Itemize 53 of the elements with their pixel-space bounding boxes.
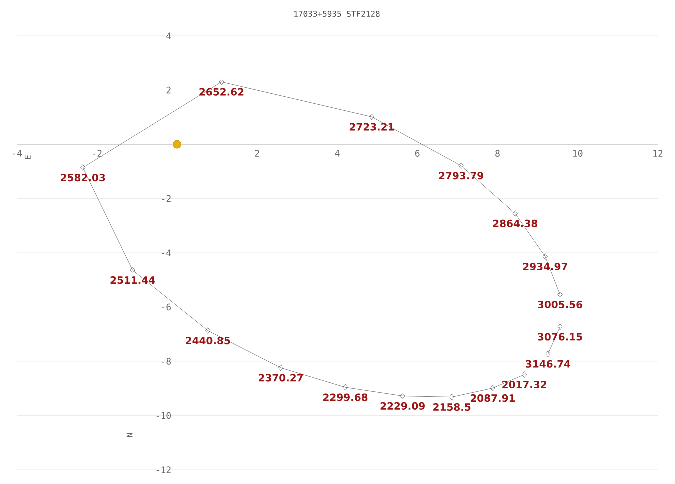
annotation: 2723.21 [350,123,394,131]
x-tick-label: -2 [93,150,102,157]
annotation: 2440.85 [186,337,230,345]
x-tick-label: 6 [415,150,420,157]
annotation: 2370.27 [259,374,304,382]
y-tick-label: -12 [156,466,171,474]
annotation: 2299.68 [324,394,368,402]
annotation: 2582.03 [61,174,106,182]
y-tick-label: -6 [162,304,171,311]
x-tick-label: 2 [255,150,260,157]
annotation: 2652.62 [200,88,244,96]
point [558,292,563,298]
point [512,210,518,217]
y-tick-label: -4 [162,250,172,256]
annotation: 2864.38 [493,220,538,228]
y-tick-label: -8 [162,358,172,365]
annotation: 2017.32 [502,380,546,389]
point [173,140,182,149]
x-tick-label: 4 [335,150,340,157]
point [546,350,551,358]
annotation: 3076.15 [538,333,582,341]
annotation: 2229.09 [380,402,425,410]
x-tick-label: 12 [654,150,663,157]
x-tick-label: -4 [13,150,22,157]
point [450,394,455,400]
annotation: 3146.74 [526,360,571,368]
annotation: N [126,433,133,438]
point [542,254,548,260]
y-tick-label: -2 [162,195,171,202]
point [370,114,374,120]
annotation: 2511.44 [110,276,156,284]
point [458,162,464,170]
point [278,364,284,372]
point [558,324,563,330]
annotation: E [24,156,31,160]
chart-title: 17033+5935 STF2128 [294,10,380,18]
y-tick-label: 4 [166,32,172,40]
y-tick-label: -10 [156,412,171,420]
point [130,267,136,274]
point [343,384,348,391]
annotation: 2087.91 [470,394,516,402]
point [219,78,224,86]
point [490,385,496,392]
point [206,328,211,334]
y-tick-label: 2 [166,86,171,94]
x-tick-label: 8 [496,150,500,157]
point [400,393,406,400]
annotation: 2158.5 [434,403,471,412]
point [80,164,86,172]
annotation: 2934.97 [523,262,568,271]
point [522,372,528,378]
x-tick-label: 10 [574,150,583,157]
annotation: 2793.79 [439,172,484,180]
